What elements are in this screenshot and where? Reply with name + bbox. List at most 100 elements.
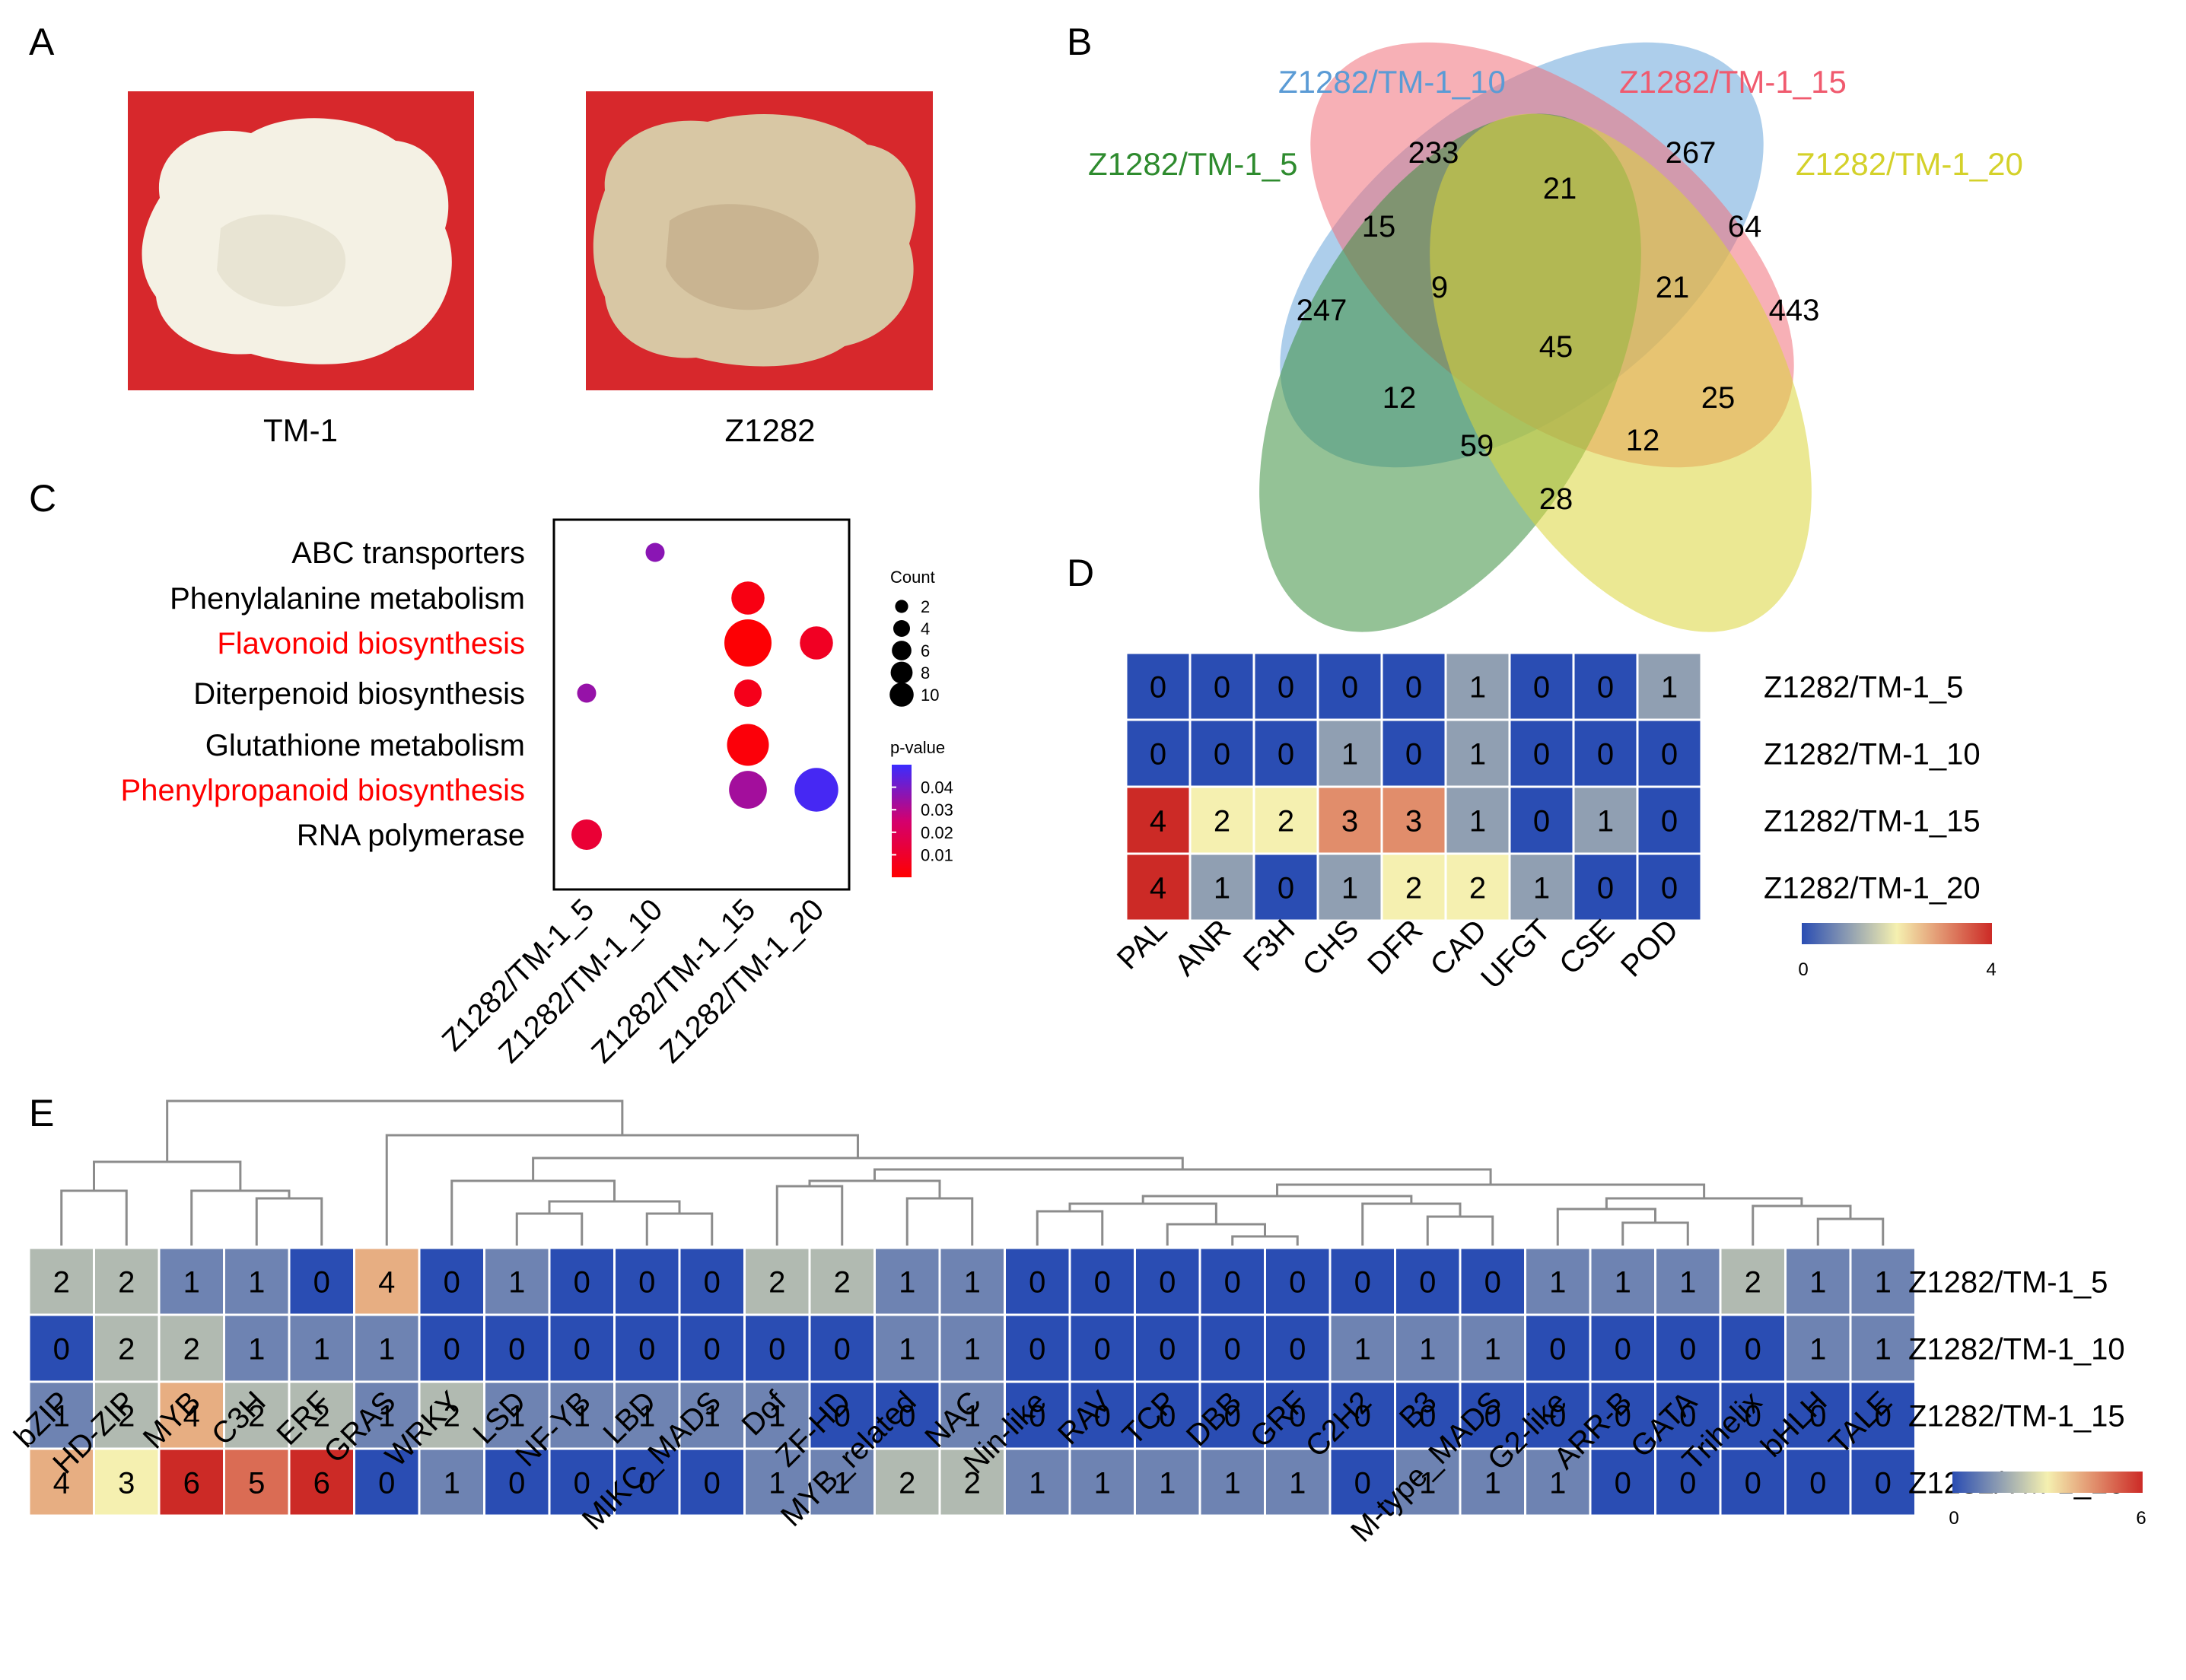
heatmap-e-cell-z1282-tm-1-5-trihelix <box>1719 1246 1787 1316</box>
heatmap-e-value-z1282-tm-1-5-gata: 1 <box>1679 1265 1696 1299</box>
heatmap-d-value-z1282-tm-1-5-anr: 0 <box>1214 670 1230 704</box>
heatmap-e-cell-z1282-tm-1-10-zf-hd <box>808 1313 876 1383</box>
dendrogram-branch-c2h2-mtype <box>1361 1202 1462 1246</box>
heatmap-e-cell-z1282-tm-1-15-rav <box>1068 1380 1136 1450</box>
heatmap-e-value-z1282-tm-1-10-g2-like: 0 <box>1549 1332 1566 1366</box>
heatmap-e-value-z1282-tm-1-20-tcp: 1 <box>1159 1466 1176 1500</box>
venn-label-z1282-tm-1-15: Z1282/TM-1_15 <box>1619 64 1847 100</box>
heatmap-e-value-z1282-tm-1-15-trihelix: 0 <box>1745 1399 1761 1433</box>
heatmap-d-value-z1282-tm-1-10-pod: 0 <box>1661 737 1678 771</box>
heatmap-d-value-z1282-tm-1-15-pal: 4 <box>1150 804 1166 838</box>
heatmap-e-cell-z1282-tm-1-20-hd-zip <box>93 1447 161 1517</box>
heatmap-d-col-label-cse: CSE <box>1553 913 1621 981</box>
heatmap-e-value-z1282-tm-1-10-gras: 1 <box>378 1332 395 1366</box>
heatmap-e-value-z1282-tm-1-5-dof: 2 <box>768 1265 785 1299</box>
heatmap-d-row-label-z1282-tm-1-10: Z1282/TM-1_10 <box>1764 737 1981 771</box>
heatmap-e-value-z1282-tm-1-15-myb: 4 <box>183 1399 200 1433</box>
heatmap-e-value-z1282-tm-1-15-b3: 0 <box>1419 1399 1436 1433</box>
heatmap-e-cell-z1282-tm-1-5-b3 <box>1394 1246 1462 1316</box>
heatmap-d-value-z1282-tm-1-15-ufgt: 0 <box>1533 804 1550 838</box>
heatmap-d-value-z1282-tm-1-15-f3h: 2 <box>1278 804 1294 838</box>
size-legend-dot-8 <box>890 661 913 684</box>
venn-region-z1282-tm-1-10--z1282-tm-1-15--z1282-tm-1-20: 21 <box>1656 271 1690 304</box>
pathway-label-diterpenoid-biosynthesis: Diterpenoid biosynthesis <box>193 677 525 711</box>
heatmap-e-value-z1282-tm-1-5-myb-related: 1 <box>899 1265 915 1299</box>
photo-tm1-fibre-shade <box>217 214 346 307</box>
venn-region-z1282-tm-1-10--z1282-tm-1-15: 21 <box>1543 172 1577 205</box>
bubble-diterpenoid-biosynthesis-z1282-tm-1-15 <box>734 679 762 707</box>
size-legend-dot-2 <box>895 600 908 613</box>
heatmap-e-value-z1282-tm-1-20-bzip: 4 <box>53 1466 70 1500</box>
heatmap-e-cell-z1282-tm-1-20-c2h2 <box>1328 1447 1396 1517</box>
heatmap-e-cell-z1282-tm-1-5-myb <box>158 1246 225 1316</box>
heatmap-e-cell-z1282-tm-1-5-nac <box>938 1246 1006 1316</box>
heatmap-e-cell-z1282-tm-1-10-tale <box>1849 1313 1917 1383</box>
heatmap-e-cell-z1282-tm-1-20-bzip <box>27 1447 95 1517</box>
heatmap-e-value-z1282-tm-1-20-dof: 1 <box>768 1466 785 1500</box>
heatmap-e-value-z1282-tm-1-5-hd-zip: 2 <box>118 1265 135 1299</box>
heatmap-e-row-label-z1282-tm-1-5: Z1282/TM-1_5 <box>1908 1265 2108 1299</box>
venn-label-z1282-tm-1-10: Z1282/TM-1_10 <box>1278 64 1506 100</box>
heatmap-d-value-z1282-tm-1-20-chs: 1 <box>1341 871 1358 905</box>
bubble-flavonoid-biosynthesis-z1282-tm-1-15 <box>724 619 772 667</box>
venn-region-z1282-tm-1-20: 443 <box>1769 294 1820 327</box>
heatmap-d-col-label-ufgt: UFGT <box>1475 913 1557 995</box>
heatmap-e-value-z1282-tm-1-10-lbd: 0 <box>638 1332 655 1366</box>
dendrogram-branch-root <box>166 1099 624 1162</box>
bubble-phenylpropanoid-biosynthesis-z1282-tm-1-20 <box>794 768 838 812</box>
heatmap-e-cell-z1282-tm-1-10-nin-like <box>1004 1313 1071 1383</box>
pvalue-tick-label-0-03: 0.03 <box>921 800 953 819</box>
heatmap-e-cell-z1282-tm-1-10-g2-like <box>1524 1313 1592 1383</box>
panel-c-bubble-plot: ABC transporters Phenylalanine metabolism… <box>121 518 953 1070</box>
heatmap-e-cell-z1282-tm-1-5-erf <box>288 1246 355 1316</box>
heatmap-e-cell-z1282-tm-1-5-tale <box>1849 1246 1917 1316</box>
heatmap-e-value-z1282-tm-1-20-grf: 1 <box>1289 1466 1306 1500</box>
venn-region-z1282-tm-1-5: 247 <box>1297 294 1348 327</box>
venn-region-z1282-tm-1-5--z1282-tm-1-15: 12 <box>1383 381 1417 415</box>
heatmap-e-value-z1282-tm-1-10-hd-zip: 2 <box>118 1332 135 1366</box>
heatmap-d-cell-z1282-tm-1-5-chs <box>1316 651 1383 721</box>
heatmap-d-cell-z1282-tm-1-10-pod <box>1636 718 1703 788</box>
heatmap-d-cell-z1282-tm-1-5-cse <box>1572 651 1639 721</box>
heatmap-d-scale-max: 4 <box>1986 959 1996 980</box>
heatmap-e-cell-z1282-tm-1-15-myb-related <box>873 1380 941 1450</box>
heatmap-e-value-z1282-tm-1-5-grf: 0 <box>1289 1265 1306 1299</box>
heatmap-e-value-z1282-tm-1-20-nin-like: 1 <box>1029 1466 1045 1500</box>
heatmap-d-value-z1282-tm-1-5-cad: 1 <box>1469 670 1486 704</box>
heatmap-e-value-z1282-tm-1-20-lsd: 0 <box>508 1466 525 1500</box>
heatmap-d-row-label-z1282-tm-1-15: Z1282/TM-1_15 <box>1764 804 1981 838</box>
heatmap-e-value-z1282-tm-1-10-dbb: 0 <box>1224 1332 1241 1366</box>
size-legend-dot-10 <box>889 682 914 707</box>
heatmap-e-value-z1282-tm-1-5-g2-like: 1 <box>1549 1265 1566 1299</box>
heatmap-e-cell-z1282-tm-1-20-dbb <box>1198 1447 1266 1517</box>
pathway-label-abc-transporters: ABC transporters <box>291 536 525 570</box>
venn-region-z1282-tm-1-10: 233 <box>1408 136 1459 170</box>
heatmap-e-value-z1282-tm-1-15-grf: 0 <box>1289 1399 1306 1433</box>
bubble-diterpenoid-biosynthesis-z1282-tm-1-5 <box>577 683 597 703</box>
photo-z1282: Z1282 <box>586 91 933 448</box>
heatmap-e-value-z1282-tm-1-5-c2h2: 0 <box>1354 1265 1371 1299</box>
heatmap-d-value-z1282-tm-1-20-pod: 0 <box>1661 871 1678 905</box>
heatmap-e-cell-z1282-tm-1-10-trihelix <box>1719 1313 1787 1383</box>
heatmap-d-cell-z1282-tm-1-15-chs <box>1316 785 1383 855</box>
heatmap-d-col-label-pal: PAL <box>1111 913 1173 975</box>
heatmap-e-cell-z1282-tm-1-5-lbd <box>613 1246 681 1316</box>
heatmap-d-cell-z1282-tm-1-20-anr <box>1188 852 1255 922</box>
heatmap-e-cell-z1282-tm-1-10-hd-zip <box>93 1313 161 1383</box>
heatmap-d-value-z1282-tm-1-10-cad: 1 <box>1469 737 1486 771</box>
heatmap-e-cell-z1282-tm-1-15-wrky <box>418 1380 485 1450</box>
heatmap-d-value-z1282-tm-1-20-pal: 4 <box>1150 871 1166 905</box>
heatmap-e-value-z1282-tm-1-15-mikc-mads: 1 <box>704 1399 721 1433</box>
heatmap-e-value-z1282-tm-1-20-hd-zip: 3 <box>118 1466 135 1500</box>
pvalue-tick-label-0-01: 0.01 <box>921 845 953 864</box>
heatmap-e-value-z1282-tm-1-15-erf: 2 <box>313 1399 330 1433</box>
heatmap-d-cell-z1282-tm-1-15-pod <box>1636 785 1703 855</box>
heatmap-d-cell-z1282-tm-1-15-pal <box>1125 785 1192 855</box>
dendrogram-branch-dof-nac <box>808 1179 941 1198</box>
dendrogram-branch-g2like-tale <box>1605 1197 1803 1209</box>
heatmap-e-cell-z1282-tm-1-10-c2h2 <box>1328 1313 1396 1383</box>
heatmap-e-value-z1282-tm-1-10-nac: 1 <box>964 1332 981 1366</box>
size-legend-label-2: 2 <box>921 597 930 616</box>
heatmap-e-value-z1282-tm-1-5-nac: 1 <box>964 1265 981 1299</box>
heatmap-e-cell-z1282-tm-1-5-bhlh <box>1784 1246 1852 1316</box>
